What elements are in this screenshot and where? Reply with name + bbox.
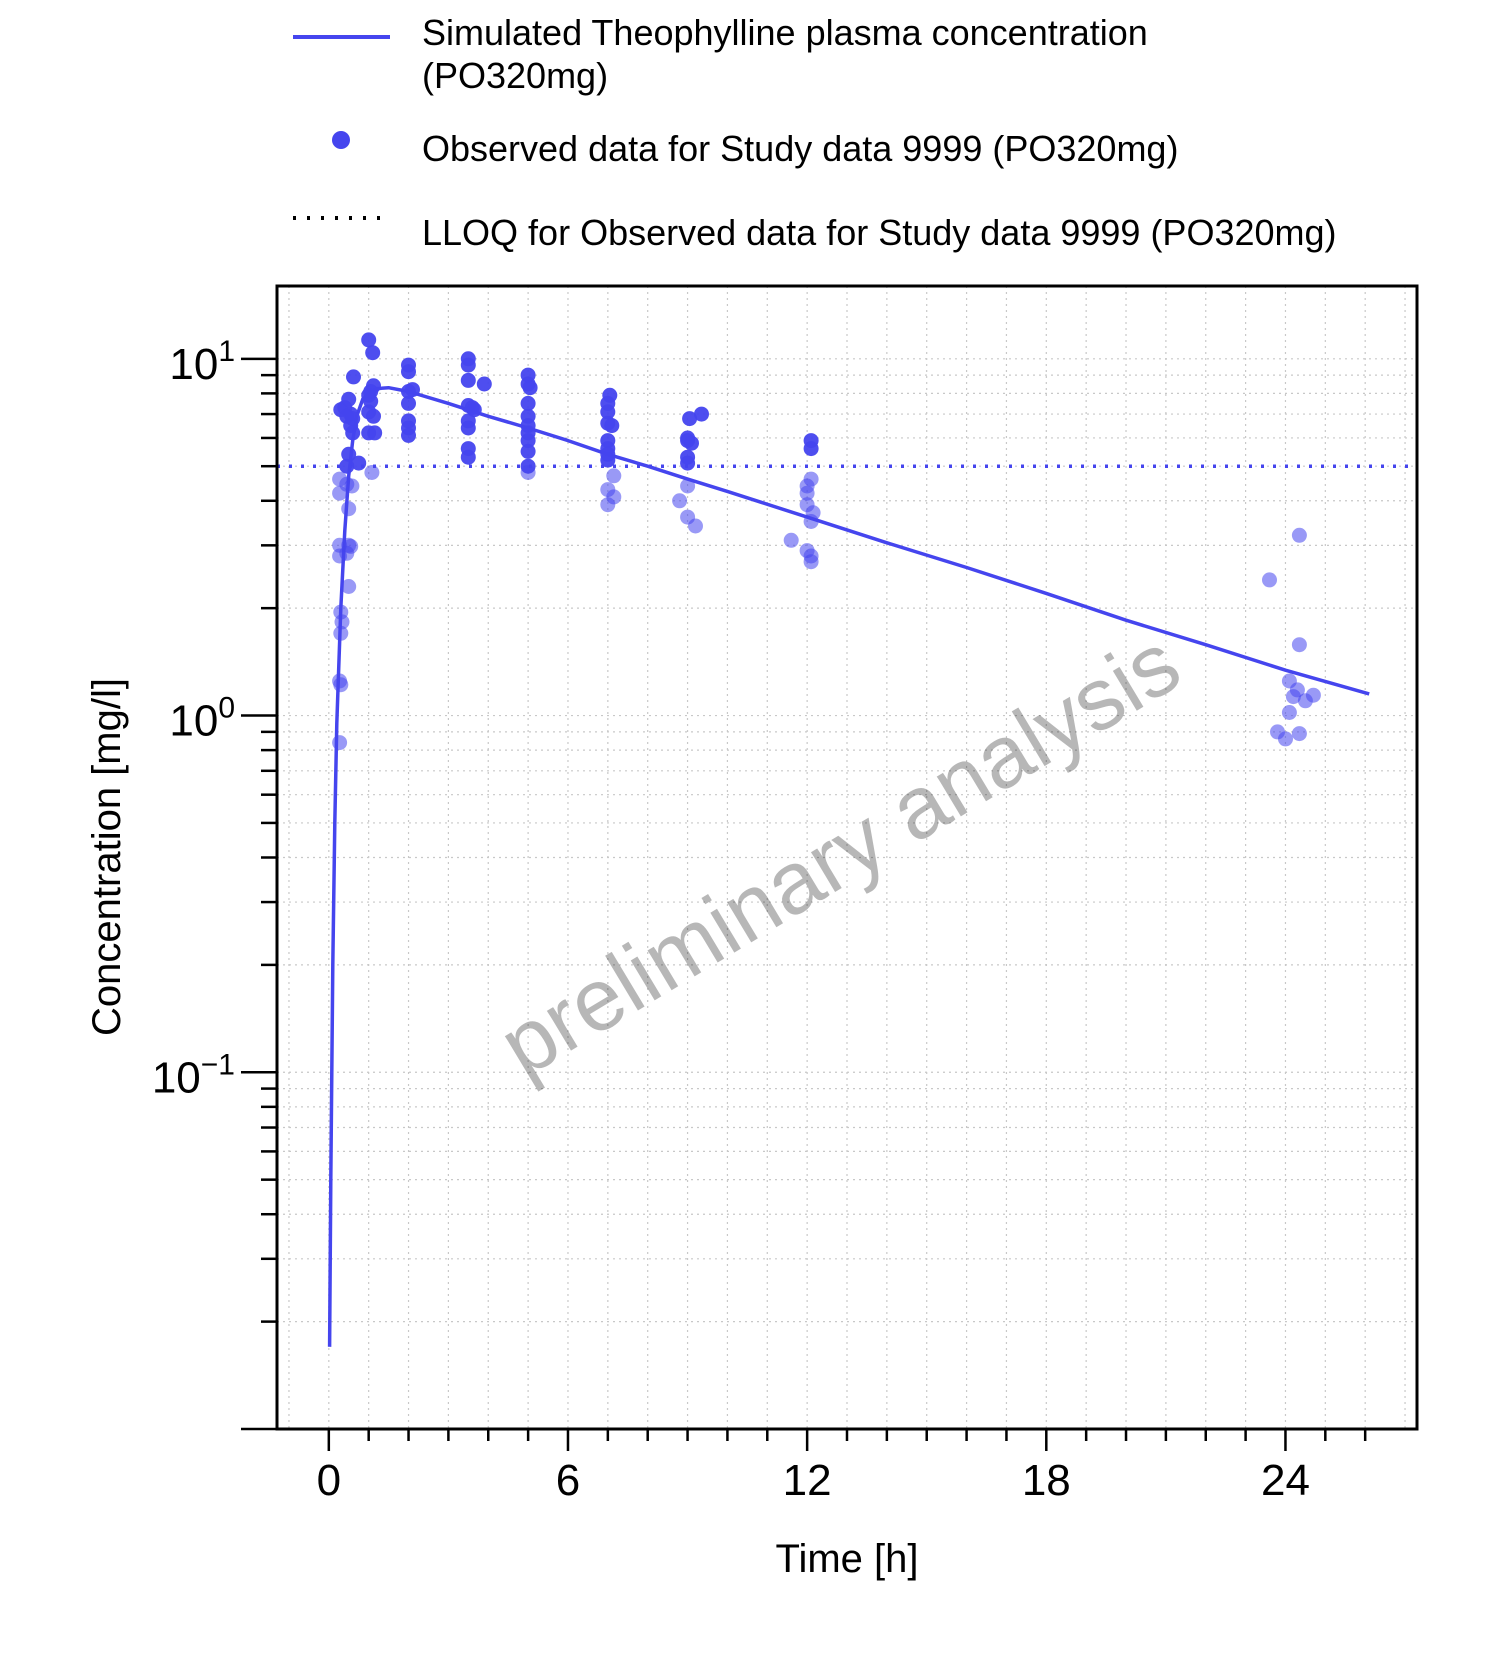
observed-data-point <box>460 449 476 465</box>
observed-data-point <box>333 625 349 641</box>
y-tick-label: 10−1 <box>152 1048 235 1102</box>
observed-data-point <box>684 435 699 451</box>
observed-data-point <box>600 404 616 420</box>
observed-data-point <box>1291 527 1307 543</box>
observed-data-point <box>783 532 799 548</box>
legend-label-simulated: Simulated Theophylline plasma concentrat… <box>422 12 1148 53</box>
observed-data-point <box>339 458 355 474</box>
observed-data-point <box>364 465 380 480</box>
legend-point-swatch <box>332 131 350 149</box>
observed-data-point <box>694 406 709 422</box>
observed-data-point <box>365 345 381 361</box>
observed-data-point <box>520 443 536 459</box>
observed-data-point <box>520 465 536 480</box>
observed-data-point <box>333 677 349 693</box>
x-axis: 0 6 12 18 24 <box>317 1429 1367 1505</box>
observed-data-point <box>799 485 815 501</box>
observed-data-point <box>520 395 536 411</box>
observed-data-point <box>341 391 357 407</box>
observed-data-point <box>606 468 622 484</box>
observed-data-point <box>460 420 476 436</box>
observed-data-point <box>341 579 357 594</box>
observed-data-point <box>600 452 616 468</box>
observed-data-point <box>688 518 703 534</box>
legend-label-observed: Observed data for Study data 9999 (PO320… <box>422 128 1178 169</box>
observed-data-point <box>401 427 416 443</box>
y-axis: 101 100 10−1 <box>152 335 277 1431</box>
observed-data-point <box>805 505 821 521</box>
observed-data-point <box>366 408 381 424</box>
observed-data-point <box>341 501 357 517</box>
legend-label-lloq: LLOQ for Observed data for Study data 99… <box>422 212 1337 253</box>
observed-data-point <box>367 425 383 441</box>
observed-data-point <box>606 489 622 505</box>
x-tick-label: 6 <box>556 1456 580 1505</box>
watermark-layer: preliminary analysis <box>483 612 1196 1095</box>
legend-label-simulated-line2: (PO320mg) <box>422 55 608 96</box>
observed-data-point <box>1281 705 1297 720</box>
observed-data-point <box>405 382 420 398</box>
observed-data-point <box>682 411 698 427</box>
observed-data-point <box>346 369 361 385</box>
observed-data-point <box>1291 637 1307 653</box>
observed-data-point <box>1278 731 1293 747</box>
x-axis-title: Time [h] <box>776 1537 919 1581</box>
observed-data-point <box>1289 682 1305 698</box>
x-tick-label: 24 <box>1261 1456 1310 1505</box>
observed-data-point <box>602 387 618 403</box>
observed-data-point <box>680 455 696 471</box>
observed-data-point <box>672 493 688 509</box>
y-tick-label: 101 <box>169 335 235 389</box>
observed-data-point <box>351 455 367 471</box>
y-tick-label: 100 <box>169 692 235 746</box>
x-tick-label: 0 <box>317 1456 341 1505</box>
observed-data-point <box>1305 687 1321 703</box>
legend: Simulated Theophylline plasma concentrat… <box>293 12 1337 253</box>
x-tick-label: 18 <box>1022 1456 1071 1505</box>
x-tick-label: 12 <box>783 1456 832 1505</box>
observed-data-point <box>345 425 361 441</box>
observed-data-point <box>522 380 538 396</box>
observed-data-point <box>343 538 359 554</box>
y-axis-title: Concentration [mg/l] <box>85 678 129 1036</box>
observed-data-point <box>476 376 492 392</box>
observed-data-point <box>332 735 348 751</box>
observed-data-point <box>803 554 819 570</box>
grid <box>277 286 1417 1430</box>
observed-data-point <box>401 364 416 380</box>
observed-points-layer <box>332 332 1321 751</box>
observed-data-point <box>466 402 482 418</box>
observed-data-point <box>1262 572 1277 588</box>
observed-data-point <box>401 395 416 411</box>
observed-data-point <box>363 393 379 409</box>
observed-data-point <box>520 433 536 449</box>
observed-data-point <box>803 441 819 457</box>
observed-data-point <box>361 332 377 348</box>
observed-data-point <box>366 378 381 394</box>
observed-data-point <box>680 478 696 494</box>
observed-data-point <box>334 614 350 630</box>
observed-data-point <box>803 471 819 487</box>
observed-data-point <box>1291 726 1307 742</box>
observed-data-point <box>344 478 360 494</box>
observed-data-point <box>345 411 361 427</box>
watermark: preliminary analysis <box>483 612 1196 1095</box>
observed-data-point <box>604 418 620 434</box>
observed-data-point <box>341 446 357 462</box>
observed-data-point <box>460 357 476 373</box>
observed-data-point <box>460 372 476 388</box>
